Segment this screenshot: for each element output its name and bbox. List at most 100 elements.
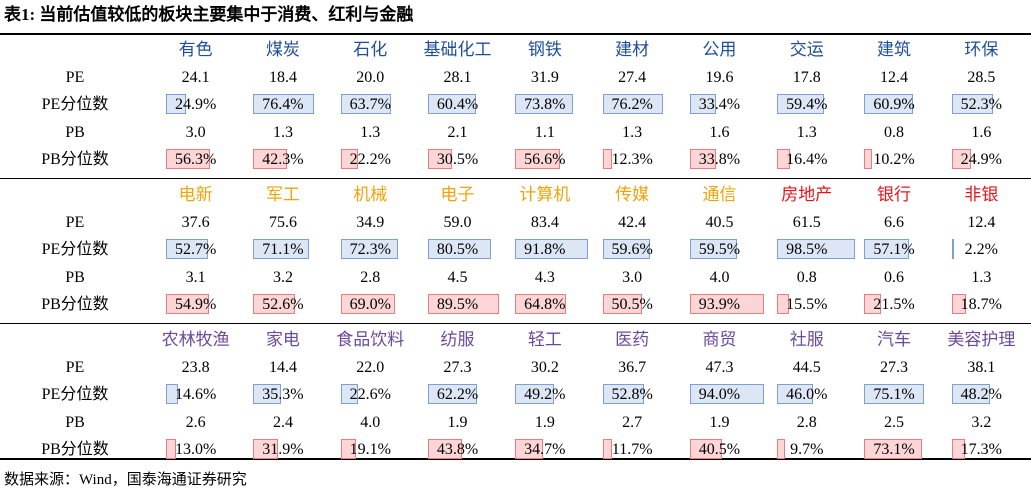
pe_pct-bar (253, 384, 282, 404)
pb_pct-label: 54.9% (174, 296, 217, 313)
pb-value: 1.1 (534, 123, 555, 141)
pe-value: 6.6 (884, 213, 905, 231)
pe-value: 47.3 (705, 358, 734, 376)
pe_pct-label: 73.8% (524, 96, 566, 113)
pb_pct-bar (951, 149, 972, 169)
pb_pct-label: 34.7% (524, 441, 566, 458)
pb-value: 1.9 (447, 413, 468, 431)
category-header: 美容护理 (947, 330, 1016, 350)
pe-value: 75.6 (268, 213, 297, 231)
row-label: PB分位数 (41, 441, 109, 458)
category-header: 家电 (265, 330, 300, 350)
pb_pct-label: 31.9% (262, 441, 304, 458)
pe_pct-label: 59.4% (786, 96, 828, 113)
pe-value: 34.9 (356, 213, 385, 231)
rule (0, 323, 1031, 324)
pe-value: 36.7 (618, 358, 647, 376)
category-header: 公用 (702, 40, 737, 60)
pe_pct-label: 59.6% (611, 241, 653, 258)
pb_pct-label: 43.8% (436, 441, 479, 458)
pb_pct-bar (689, 439, 722, 459)
pb_pct-label: 24.9% (960, 151, 1002, 168)
row-label: PB分位数 (41, 296, 109, 313)
pe_pct-label: 75.1% (873, 386, 915, 403)
pe_pct-bar (515, 384, 555, 404)
pe-value: 61.5 (792, 213, 821, 231)
pb_pct-label: 52.6% (262, 296, 304, 313)
pb_pct-bar (340, 439, 356, 459)
pe-value: 42.4 (618, 213, 647, 231)
pb-value: 1.3 (272, 123, 293, 141)
pb_pct-bar (427, 439, 463, 459)
pe_pct-bar (253, 94, 314, 114)
pb_pct-label: 22.2% (349, 151, 391, 168)
category-header: 煤炭 (265, 40, 300, 60)
pe_pct-label: 49.2% (524, 386, 566, 403)
pb_pct-bar (427, 294, 499, 314)
pb_pct-bar (777, 439, 785, 459)
pe_pct-label: 35.3% (262, 386, 304, 403)
category-header: 纺服 (440, 330, 475, 350)
pb_pct-label: 33.8% (698, 151, 741, 168)
pb_pct-label: 18.7% (960, 296, 1002, 313)
category-header: 电子 (440, 185, 475, 205)
pe_pct-bar (689, 384, 765, 404)
pb_pct-bar (777, 294, 790, 314)
pb-value: 1.9 (534, 413, 555, 431)
pb_pct-bar (951, 294, 967, 314)
category-header: 房地产 (781, 185, 833, 205)
pb-value: 3.0 (185, 123, 206, 141)
category-header: 钢铁 (527, 40, 562, 60)
pb-value: 4.3 (534, 268, 555, 286)
category-header: 交运 (789, 40, 824, 60)
title: 表1: 当前估值较低的板块主要集中于消费、红利与金融 (4, 5, 414, 24)
category-header: 通信 (702, 185, 737, 205)
pb-value: 3.0 (622, 268, 643, 286)
pb-value: 2.6 (185, 413, 206, 431)
pe-value: 27.3 (880, 358, 909, 376)
category-header: 电新 (178, 185, 213, 205)
pe_pct-label: 2.2% (964, 241, 998, 258)
pe_pct-label: 60.4% (436, 96, 479, 113)
pb_pct-label: 56.3% (174, 151, 217, 168)
row-label: PB (65, 123, 85, 141)
pe_pct-label: 91.8% (524, 241, 566, 258)
category-header: 基础化工 (423, 40, 492, 60)
pe_pct-label: 33.4% (698, 96, 741, 113)
pb_pct-bar (166, 149, 211, 169)
pb_pct-bar (253, 149, 287, 169)
pe-value: 28.1 (443, 68, 472, 86)
pb_pct-label: 40.5% (698, 441, 741, 458)
pe_pct-label: 72.3% (349, 241, 391, 258)
pb-value: 1.6 (971, 123, 992, 141)
pe_pct-label: 94.0% (698, 386, 741, 403)
row-label: PE分位数 (41, 386, 109, 403)
pb-value: 3.2 (971, 413, 992, 431)
rule (0, 178, 1031, 179)
pe_pct-bar (340, 384, 359, 404)
pb_pct-label: 17.3% (960, 441, 1002, 458)
pb-value: 2.7 (622, 413, 643, 431)
pb_pct-label: 19.1% (349, 441, 391, 458)
pb_pct-label: 9.7% (790, 441, 824, 458)
pe_pct-bar (427, 239, 492, 259)
pe-value: 12.4 (880, 68, 909, 86)
pe-value: 23.8 (181, 358, 210, 376)
pb_pct-label: 10.2% (873, 151, 915, 168)
pe-value: 22.0 (356, 358, 385, 376)
pe-value: 24.1 (181, 68, 210, 86)
pb_pct-label: 13.0% (174, 441, 217, 458)
pe-value: 59.0 (443, 213, 472, 231)
pb_pct-label: 73.1% (873, 441, 915, 458)
category-header: 医药 (615, 330, 650, 350)
pe_pct-label: 98.5% (786, 241, 828, 258)
row-label: PE (65, 68, 85, 86)
pe-value: 14.4 (268, 358, 297, 376)
pe_pct-bar (515, 239, 588, 259)
category-header: 机械 (353, 185, 388, 205)
category-header: 环保 (964, 40, 999, 60)
pe_pct-bar (166, 384, 178, 404)
pb_pct-label: 16.4% (786, 151, 828, 168)
category-header: 食品饮料 (336, 330, 405, 350)
pb-value: 2.8 (796, 413, 817, 431)
